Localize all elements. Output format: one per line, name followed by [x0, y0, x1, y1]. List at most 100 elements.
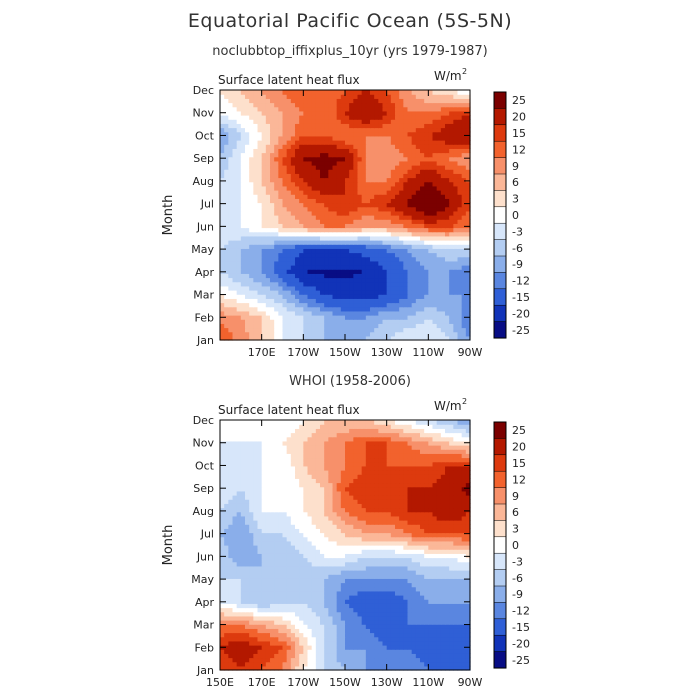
heatmap-cell	[245, 235, 250, 241]
heatmap-cell	[324, 223, 329, 229]
heatmap-cell	[420, 106, 425, 112]
heatmap-cell	[240, 215, 246, 220]
heatmap-cell	[378, 586, 384, 592]
heatmap-cell	[428, 285, 434, 291]
heatmap-cell	[432, 260, 438, 266]
heatmap-cell	[307, 131, 313, 137]
heatmap-cell	[390, 649, 396, 654]
heatmap-cell	[240, 315, 246, 320]
heatmap-cell	[220, 173, 225, 179]
heatmap-cell	[278, 119, 284, 124]
heatmap-cell	[374, 140, 379, 145]
heatmap-cell	[353, 649, 359, 654]
heatmap-cell	[307, 632, 313, 638]
heatmap-cell	[261, 135, 267, 141]
heatmap-cell	[403, 298, 409, 304]
heatmap-cell	[365, 620, 371, 625]
heatmap-cell	[265, 173, 271, 179]
heatmap-cell	[440, 595, 446, 600]
heatmap-cell	[370, 181, 375, 187]
heatmap-cell	[282, 194, 288, 199]
heatmap-cell	[411, 298, 417, 304]
heatmap-cell	[286, 661, 292, 667]
heatmap-cell	[445, 645, 450, 650]
heatmap-cell	[232, 310, 238, 316]
heatmap-cell	[445, 582, 450, 588]
heatmap-cell	[236, 603, 242, 609]
heatmap-cell	[245, 223, 250, 229]
heatmap-cell	[382, 144, 388, 149]
heatmap-cell	[449, 645, 454, 650]
heatmap-cell	[228, 190, 234, 195]
heatmap-cell	[340, 127, 346, 133]
heatmap-cell	[411, 615, 417, 621]
heatmap-cell	[320, 202, 325, 208]
heatmap-cell	[232, 119, 238, 124]
heatmap-cell	[232, 252, 238, 258]
heatmap-cell	[320, 173, 325, 179]
heatmap-cell	[378, 302, 384, 308]
heatmap-cell	[449, 202, 454, 208]
heatmap-cell	[245, 624, 250, 629]
heatmap-cell	[295, 665, 300, 671]
heatmap-cell	[274, 127, 279, 133]
heatmap-cell	[457, 294, 463, 299]
heatmap-cell	[261, 152, 267, 158]
heatmap-cell	[370, 135, 375, 141]
heatmap-cell	[424, 231, 429, 237]
heatmap-cell	[390, 252, 396, 258]
heatmap-cell	[349, 632, 354, 638]
heatmap-cell	[361, 315, 367, 320]
heatmap-cell	[390, 628, 396, 634]
heatmap-cell	[245, 640, 250, 646]
heatmap-cell	[324, 640, 329, 646]
heatmap-cell	[370, 260, 375, 266]
heatmap-cell	[440, 235, 446, 241]
heatmap-cell	[457, 665, 463, 671]
heatmap-cell	[361, 640, 367, 646]
heatmap-cell	[315, 165, 321, 170]
heatmap-cell	[445, 248, 450, 254]
y-tick-label: Mar	[193, 289, 214, 302]
heatmap-cell	[465, 190, 471, 195]
heatmap-cell	[332, 603, 338, 609]
heatmap-cell	[407, 277, 413, 283]
heatmap-cell	[428, 265, 434, 270]
heatmap-cell	[282, 90, 288, 95]
heatmap-cell	[357, 106, 363, 112]
heatmap-cell	[282, 102, 288, 108]
heatmap-cell	[265, 98, 271, 104]
heatmap-cell	[340, 624, 346, 629]
heatmap-cell	[449, 173, 454, 179]
heatmap-cell	[370, 202, 375, 208]
heatmap-cell	[265, 223, 271, 229]
heatmap-cell	[365, 645, 371, 650]
heatmap-cell	[315, 265, 321, 270]
heatmap-cell	[232, 160, 238, 166]
heatmap-cell	[336, 190, 342, 195]
heatmap-cell	[353, 152, 359, 158]
heatmap-cell	[370, 273, 375, 279]
heatmap-cell	[353, 144, 359, 149]
heatmap-cell	[220, 302, 225, 308]
heatmap-cell	[249, 298, 254, 304]
heatmap-cell	[357, 323, 363, 329]
heatmap-cell	[407, 90, 413, 95]
heatmap-cell	[232, 269, 238, 274]
heatmap-cell	[240, 586, 246, 592]
heatmap-cell	[320, 273, 325, 279]
heatmap-cell	[340, 148, 346, 154]
heatmap-cell	[357, 294, 363, 299]
heatmap-cell	[382, 160, 388, 166]
heatmap-cell	[361, 173, 367, 179]
heatmap-cell	[382, 256, 388, 262]
heatmap-cell	[424, 181, 429, 187]
heatmap-cell	[449, 148, 454, 154]
heatmap-cell	[453, 185, 459, 191]
heatmap-cell	[240, 156, 246, 162]
heatmap-cell	[395, 244, 400, 249]
heatmap-cell	[315, 281, 321, 287]
heatmap-cell	[220, 578, 225, 584]
heatmap-cell	[299, 240, 304, 245]
heatmap-cell	[428, 144, 434, 149]
